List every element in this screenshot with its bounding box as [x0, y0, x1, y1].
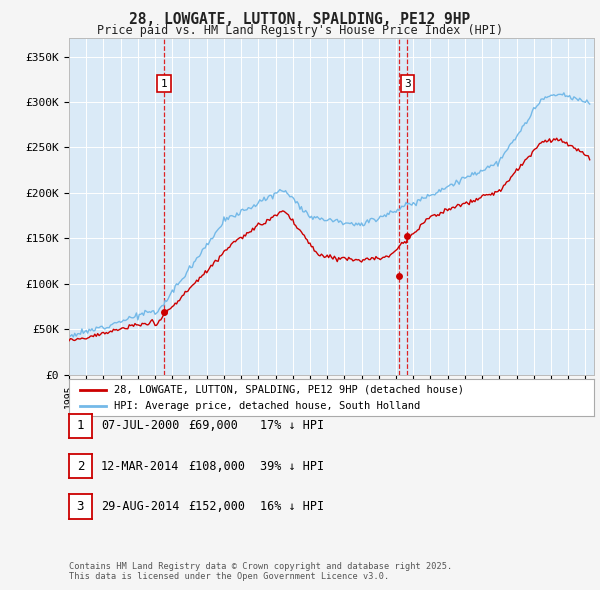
Text: 29-AUG-2014: 29-AUG-2014 — [101, 500, 179, 513]
Text: 12-MAR-2014: 12-MAR-2014 — [101, 460, 179, 473]
Text: 17% ↓ HPI: 17% ↓ HPI — [260, 419, 324, 432]
Text: HPI: Average price, detached house, South Holland: HPI: Average price, detached house, Sout… — [113, 401, 420, 411]
Text: £69,000: £69,000 — [188, 419, 238, 432]
Text: 28, LOWGATE, LUTTON, SPALDING, PE12 9HP: 28, LOWGATE, LUTTON, SPALDING, PE12 9HP — [130, 12, 470, 27]
Text: 16% ↓ HPI: 16% ↓ HPI — [260, 500, 324, 513]
Text: 1: 1 — [161, 78, 167, 88]
Text: 3: 3 — [404, 78, 411, 88]
Text: 07-JUL-2000: 07-JUL-2000 — [101, 419, 179, 432]
Text: £152,000: £152,000 — [188, 500, 245, 513]
Text: £108,000: £108,000 — [188, 460, 245, 473]
Text: 28, LOWGATE, LUTTON, SPALDING, PE12 9HP (detached house): 28, LOWGATE, LUTTON, SPALDING, PE12 9HP … — [113, 385, 464, 395]
Text: 2: 2 — [77, 460, 84, 473]
Text: Contains HM Land Registry data © Crown copyright and database right 2025.
This d: Contains HM Land Registry data © Crown c… — [69, 562, 452, 581]
Text: Price paid vs. HM Land Registry's House Price Index (HPI): Price paid vs. HM Land Registry's House … — [97, 24, 503, 37]
Text: 3: 3 — [77, 500, 84, 513]
Text: 39% ↓ HPI: 39% ↓ HPI — [260, 460, 324, 473]
Text: 1: 1 — [77, 419, 84, 432]
